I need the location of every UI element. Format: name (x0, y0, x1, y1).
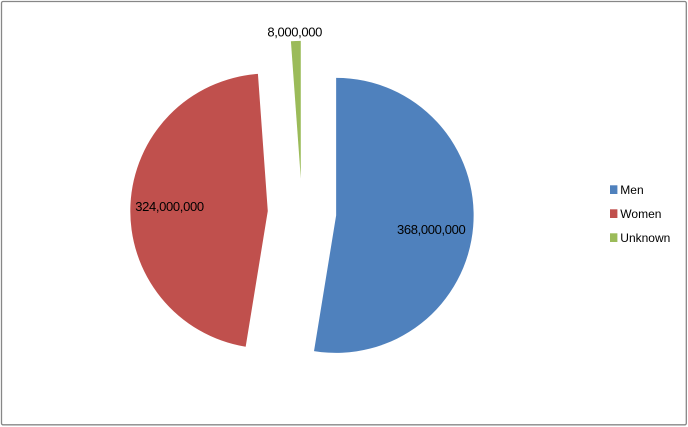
svg-text:368,000,000: 368,000,000 (397, 222, 466, 237)
svg-text:Unknown: Unknown (620, 231, 670, 245)
svg-text:Women: Women (620, 207, 661, 221)
svg-text:8,000,000: 8,000,000 (267, 25, 322, 40)
svg-text:324,000,000: 324,000,000 (135, 199, 204, 214)
svg-text:Men: Men (620, 183, 643, 197)
